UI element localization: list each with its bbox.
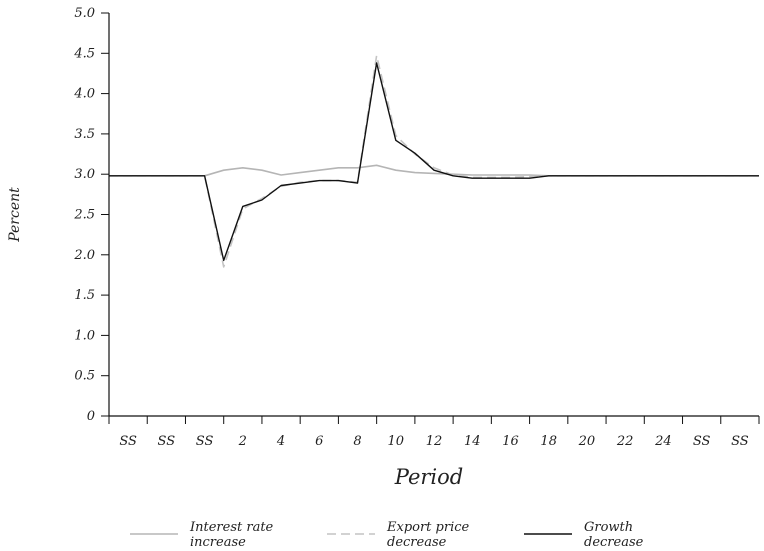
x-tick-label: 22 (616, 434, 634, 449)
x-tick-label: 12 (426, 434, 443, 449)
y-tick-label: 0.5 (74, 369, 95, 384)
series-lines (109, 54, 759, 268)
series-line-2 (109, 62, 759, 262)
legend-label-line: Interest rate (189, 520, 274, 535)
x-tick-label: 2 (238, 434, 247, 449)
y-tick-label: 2.5 (73, 208, 95, 223)
x-tick-label: 16 (502, 434, 519, 449)
legend-label-1: Export price decrease (386, 520, 470, 550)
series-line-1 (109, 54, 759, 268)
x-tick-label: 10 (387, 434, 404, 449)
y-tick-label: 1.5 (74, 288, 95, 303)
legend-label-2: Growth decrease (584, 520, 644, 550)
x-tick-label: 4 (276, 434, 285, 449)
legend-label-line: Growth (584, 520, 633, 535)
legend-label-line: increase (190, 535, 246, 550)
x-tick-label: SS (158, 434, 176, 449)
legend-label-0: Interest rate increase (189, 520, 274, 550)
y-tick-label: 4.0 (73, 87, 95, 102)
y-tick-label: 0 (87, 409, 95, 424)
x-tick-label: SS (196, 434, 214, 449)
x-tick-label: SS (693, 434, 711, 449)
y-tick-label: 5.0 (74, 6, 95, 21)
x-tick-label: 14 (464, 434, 481, 449)
x-tick-label: 18 (540, 434, 557, 449)
y-tick-label: 4.5 (73, 46, 95, 61)
y-axis-title: Percent (7, 187, 23, 243)
legend-label-line: decrease (387, 535, 447, 550)
y-tick-label: 1.0 (74, 328, 95, 343)
y-tick-label: 2.0 (73, 248, 95, 263)
x-axis-title: Period (394, 465, 463, 489)
legend-label-line: Export price (386, 520, 470, 535)
y-tick-label: 3.0 (74, 167, 95, 182)
legend-label-line: decrease (584, 535, 644, 550)
x-tick-label: 24 (654, 434, 672, 449)
x-tick-label: SS (731, 434, 749, 449)
x-tick-label: 8 (353, 434, 361, 449)
y-tick-label: 3.5 (74, 127, 95, 142)
x-tick-label: 6 (315, 434, 323, 449)
x-tick-label: SS (119, 434, 137, 449)
axes: 00.51.01.52.02.53.03.54.04.55.0SS SS SS 2 4 6… (7, 6, 760, 489)
x-tick-label: 20 (578, 434, 596, 449)
